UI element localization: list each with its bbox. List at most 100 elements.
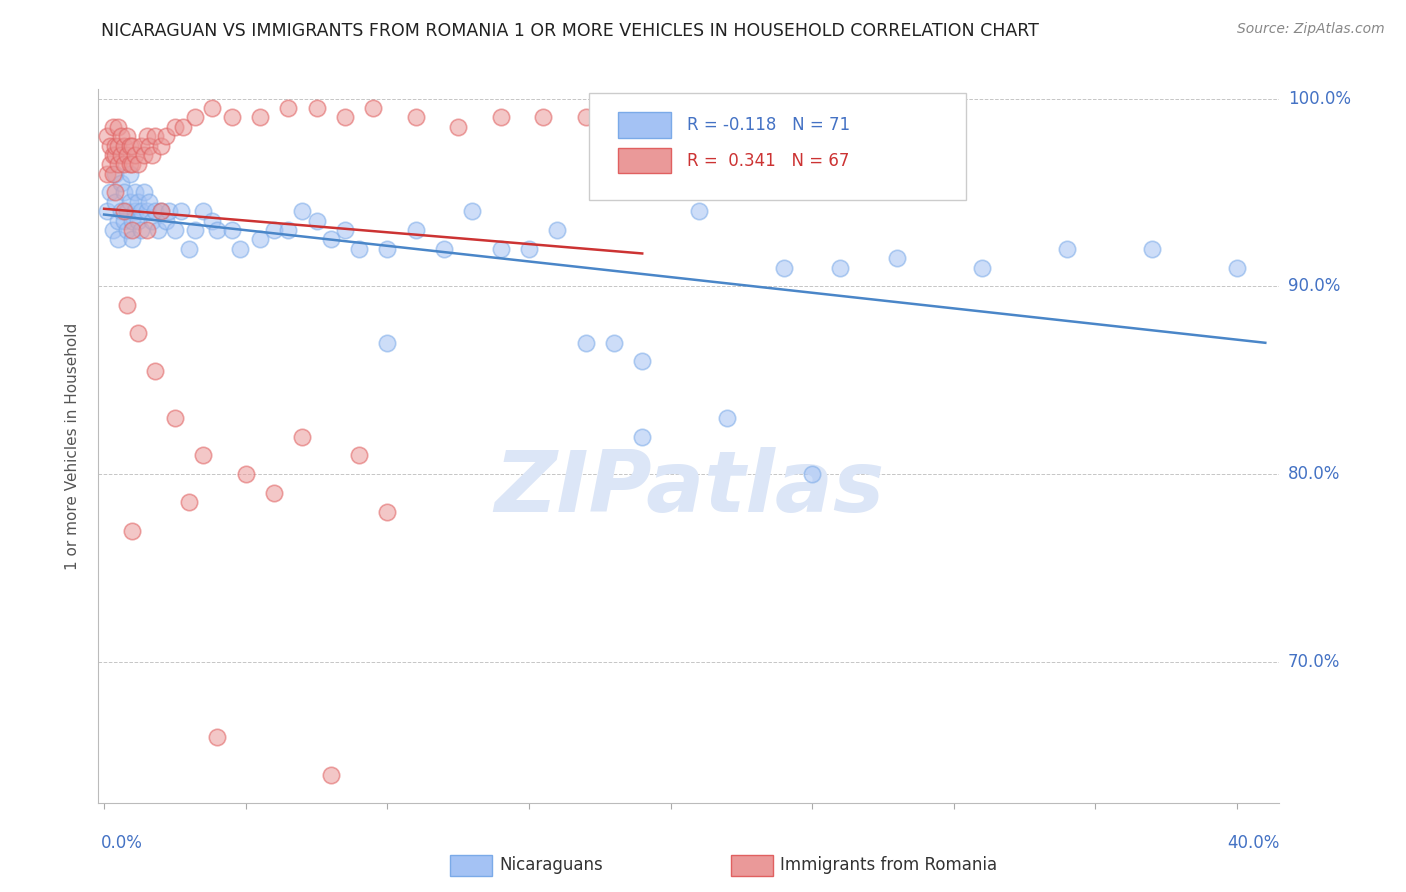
Point	[631, 429, 654, 443]
Point	[96, 167, 118, 181]
Point	[141, 213, 163, 227]
Point	[118, 138, 141, 153]
Point	[183, 111, 205, 125]
Point	[129, 223, 152, 237]
Point	[149, 204, 172, 219]
Point	[489, 111, 512, 125]
Point	[129, 138, 152, 153]
Point	[98, 138, 121, 153]
Point	[129, 204, 152, 219]
Point	[155, 129, 177, 144]
Point	[121, 157, 143, 171]
Point	[115, 129, 138, 144]
Point	[433, 242, 456, 256]
Point	[574, 335, 596, 350]
Text: ZIPatlas: ZIPatlas	[494, 447, 884, 531]
Point	[970, 260, 993, 275]
Point	[361, 101, 384, 115]
Point	[375, 335, 398, 350]
Point	[146, 223, 169, 237]
Text: 0.0%: 0.0%	[101, 834, 143, 852]
Point	[531, 111, 554, 125]
Point	[347, 449, 370, 463]
Point	[135, 129, 157, 144]
Point	[101, 120, 124, 134]
Point	[447, 120, 470, 134]
Point	[118, 194, 141, 209]
Point	[107, 138, 129, 153]
Text: R = -0.118   N = 71: R = -0.118 N = 71	[686, 116, 849, 134]
Point	[112, 186, 135, 200]
Point	[631, 354, 654, 368]
Point	[193, 204, 215, 219]
Point	[107, 157, 129, 171]
FancyBboxPatch shape	[589, 93, 966, 200]
Point	[163, 120, 186, 134]
Point	[96, 204, 118, 219]
Point	[277, 223, 299, 237]
Point	[135, 223, 157, 237]
Point	[207, 730, 229, 744]
Point	[291, 204, 314, 219]
Point	[96, 129, 118, 144]
Point	[135, 204, 157, 219]
Point	[603, 335, 626, 350]
Text: 100.0%: 100.0%	[1288, 89, 1351, 108]
Point	[375, 242, 398, 256]
Text: R =  0.341   N = 67: R = 0.341 N = 67	[686, 152, 849, 169]
Point	[138, 194, 160, 209]
Point	[405, 223, 427, 237]
Point	[305, 101, 328, 115]
Point	[127, 213, 149, 227]
Point	[177, 242, 200, 256]
Point	[157, 204, 180, 219]
Point	[1140, 242, 1163, 256]
Text: Immigrants from Romania: Immigrants from Romania	[780, 856, 997, 874]
Point	[291, 429, 314, 443]
Text: 40.0%: 40.0%	[1227, 834, 1279, 852]
Point	[115, 298, 138, 312]
Point	[112, 204, 135, 219]
Point	[124, 204, 146, 219]
Point	[229, 242, 252, 256]
Point	[132, 186, 155, 200]
Point	[98, 157, 121, 171]
Point	[118, 157, 141, 171]
Point	[177, 495, 200, 509]
Text: 90.0%: 90.0%	[1288, 277, 1340, 295]
Point	[110, 148, 132, 162]
Point	[319, 767, 342, 781]
Point	[249, 111, 271, 125]
Point	[319, 232, 342, 246]
Point	[801, 467, 824, 482]
Point	[375, 505, 398, 519]
Point	[235, 467, 257, 482]
Point	[149, 204, 172, 219]
Point	[121, 213, 143, 227]
Point	[207, 223, 229, 237]
Point	[118, 167, 141, 181]
Y-axis label: 1 or more Vehicles in Household: 1 or more Vehicles in Household	[65, 322, 80, 570]
Point	[143, 129, 166, 144]
Point	[107, 120, 129, 134]
Point	[183, 223, 205, 237]
Point	[110, 204, 132, 219]
Point	[617, 120, 640, 134]
Text: NICARAGUAN VS IMMIGRANTS FROM ROMANIA 1 OR MORE VEHICLES IN HOUSEHOLD CORRELATIO: NICARAGUAN VS IMMIGRANTS FROM ROMANIA 1 …	[101, 22, 1039, 40]
Point	[574, 111, 596, 125]
Point	[1226, 260, 1249, 275]
Point	[405, 111, 427, 125]
Point	[101, 223, 124, 237]
Point	[688, 204, 710, 219]
Point	[104, 138, 127, 153]
Text: 80.0%: 80.0%	[1288, 465, 1340, 483]
Point	[143, 364, 166, 378]
Point	[546, 223, 568, 237]
Point	[115, 223, 138, 237]
Point	[104, 148, 127, 162]
Point	[772, 260, 794, 275]
Point	[124, 186, 146, 200]
Point	[716, 410, 738, 425]
Point	[101, 167, 124, 181]
Point	[112, 138, 135, 153]
